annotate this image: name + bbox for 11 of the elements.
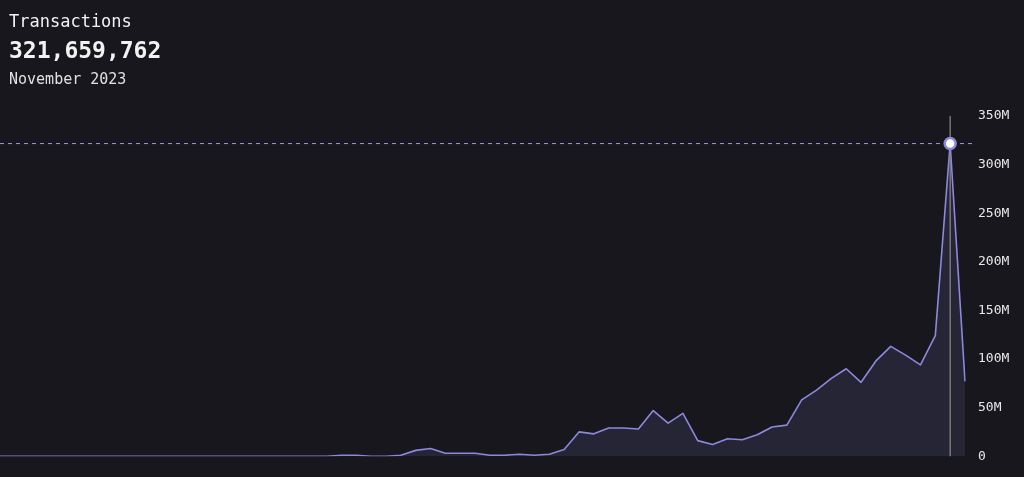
y-tick-label: 150M [978,301,1010,317]
y-tick-label: 350M [978,107,1010,123]
chart-title: Transactions [9,10,133,32]
y-tick-label: 0 [978,447,986,463]
y-tick-label: 200M [978,253,1010,269]
y-tick-label: 50M [978,398,1002,414]
y-tick-label: 300M [978,155,1010,171]
text: November 2023 [9,69,128,90]
y-tick-label: 250M [978,204,1010,220]
chart-subtitle: 321,659,762 [9,36,162,65]
y-tick-label: 100M [978,350,1010,366]
